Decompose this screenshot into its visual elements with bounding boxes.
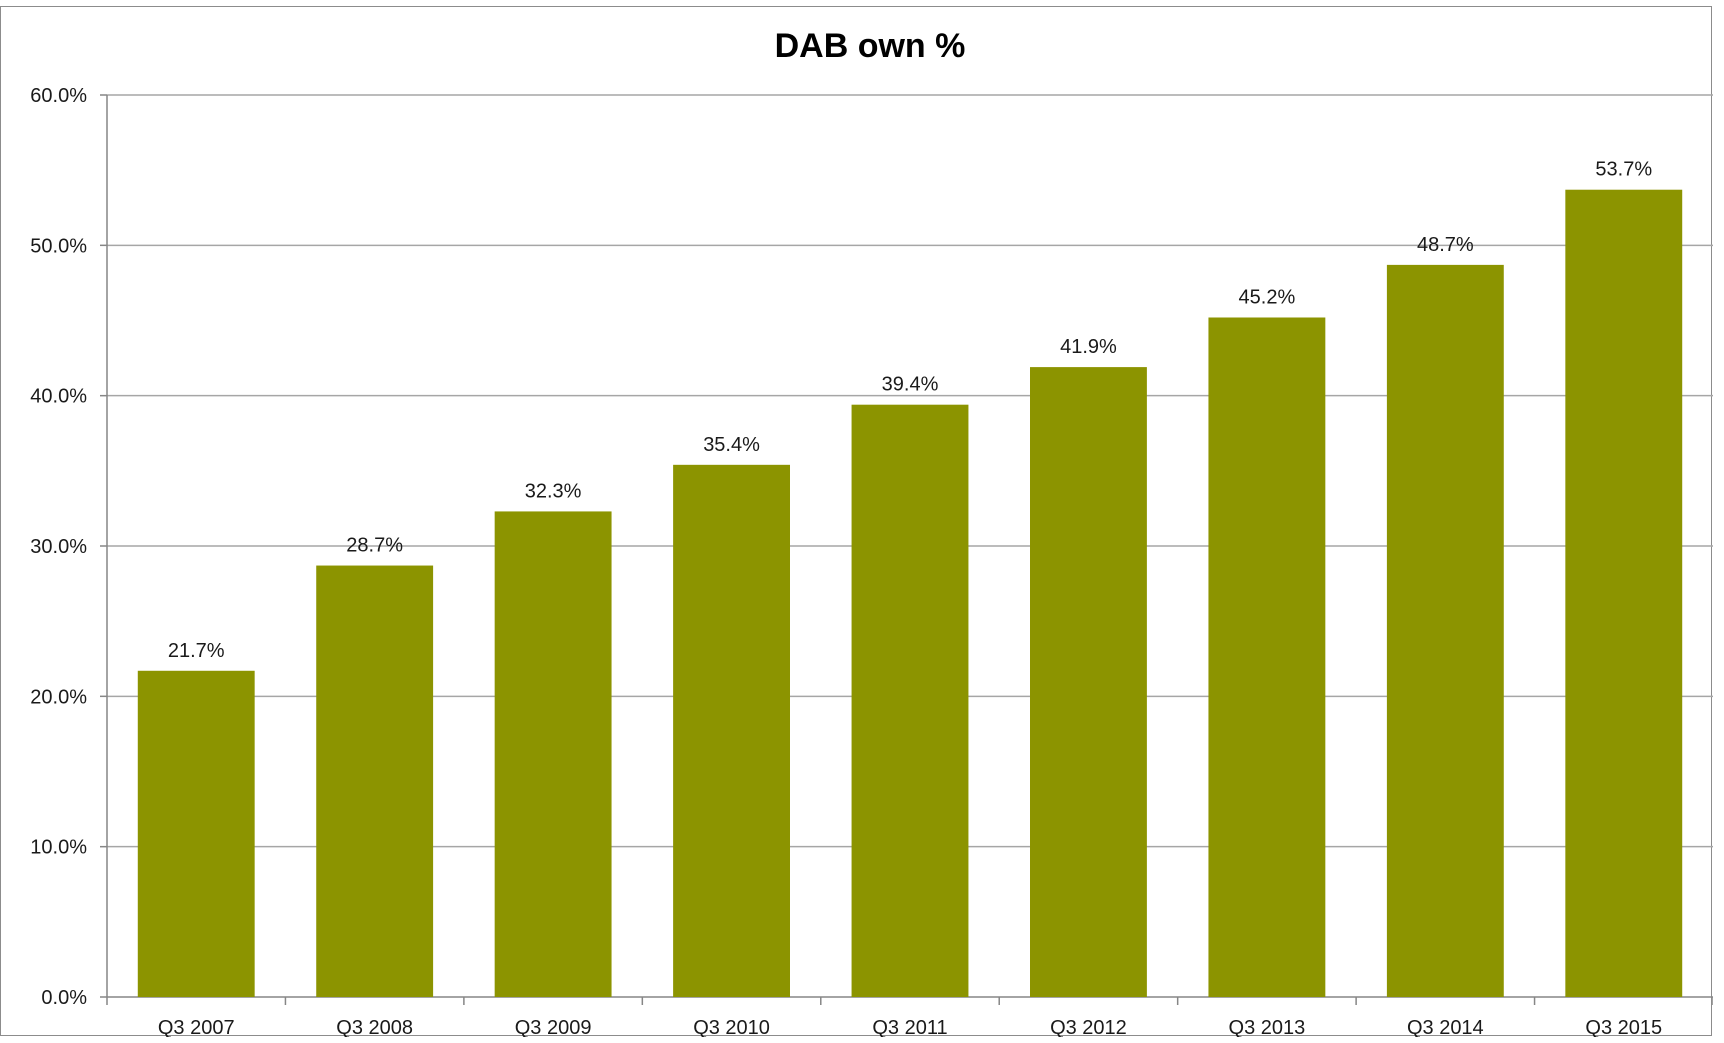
x-tick-label: Q3 2014 bbox=[1407, 1017, 1484, 1037]
chart-title: DAB own % bbox=[775, 27, 966, 65]
x-tick-label: Q3 2015 bbox=[1585, 1017, 1662, 1037]
data-label: 48.7% bbox=[1417, 234, 1474, 256]
y-tick-label: 40.0% bbox=[30, 386, 87, 408]
data-label: 39.4% bbox=[882, 374, 939, 396]
chart-frame: DAB own % 21.7% 28.7% 32.3% 35.4% 39.4% 41.9%… bbox=[0, 6, 1713, 1037]
data-label: 28.7% bbox=[346, 535, 403, 557]
x-axis-tick-labels: Q3 2007 Q3 2008 Q3 2009 Q3 2010 Q3 2011 Q3 20… bbox=[158, 1017, 1662, 1037]
y-tick-label: 20.0% bbox=[30, 686, 87, 708]
data-label: 41.9% bbox=[1060, 336, 1117, 358]
bar bbox=[1208, 317, 1326, 997]
y-tick-label: 50.0% bbox=[30, 235, 87, 257]
x-tick-label: Q3 2011 bbox=[872, 1017, 947, 1037]
bar bbox=[316, 565, 434, 997]
bar bbox=[494, 511, 612, 997]
data-label: 35.4% bbox=[703, 434, 760, 456]
y-tick-label: 10.0% bbox=[30, 837, 87, 859]
x-tick-label: Q3 2010 bbox=[693, 1017, 770, 1037]
data-label: 45.2% bbox=[1239, 286, 1296, 308]
bar bbox=[1565, 189, 1683, 997]
x-tick-label: Q3 2012 bbox=[1050, 1017, 1127, 1037]
x-tick-label: Q3 2013 bbox=[1229, 1017, 1306, 1037]
x-tick-label: Q3 2009 bbox=[515, 1017, 592, 1037]
bar bbox=[1030, 367, 1147, 997]
data-label: 21.7% bbox=[168, 640, 225, 662]
bar bbox=[137, 670, 255, 997]
bar bbox=[1386, 264, 1504, 997]
bar-chart: DAB own % 21.7% 28.7% 32.3% 35.4% 39.4% 41.9%… bbox=[30, 27, 1713, 1037]
bar bbox=[673, 464, 790, 997]
y-axis-tick-labels: 0.0% 10.0% 20.0% 30.0% 40.0% 50.0% 60.0% bbox=[30, 85, 87, 1009]
data-labels: 21.7% 28.7% 32.3% 35.4% 39.4% 41.9% 45.2% 48.7%… bbox=[168, 159, 1652, 662]
y-tick-label: 30.0% bbox=[30, 536, 87, 558]
data-label: 32.3% bbox=[525, 480, 582, 502]
bar bbox=[851, 404, 969, 998]
y-tick-label: 60.0% bbox=[30, 85, 87, 107]
x-tick-label: Q3 2007 bbox=[158, 1017, 235, 1037]
bars bbox=[137, 189, 1683, 998]
y-tick-label: 0.0% bbox=[41, 987, 87, 1009]
x-tick-label: Q3 2008 bbox=[336, 1017, 413, 1037]
data-label: 53.7% bbox=[1595, 159, 1652, 181]
